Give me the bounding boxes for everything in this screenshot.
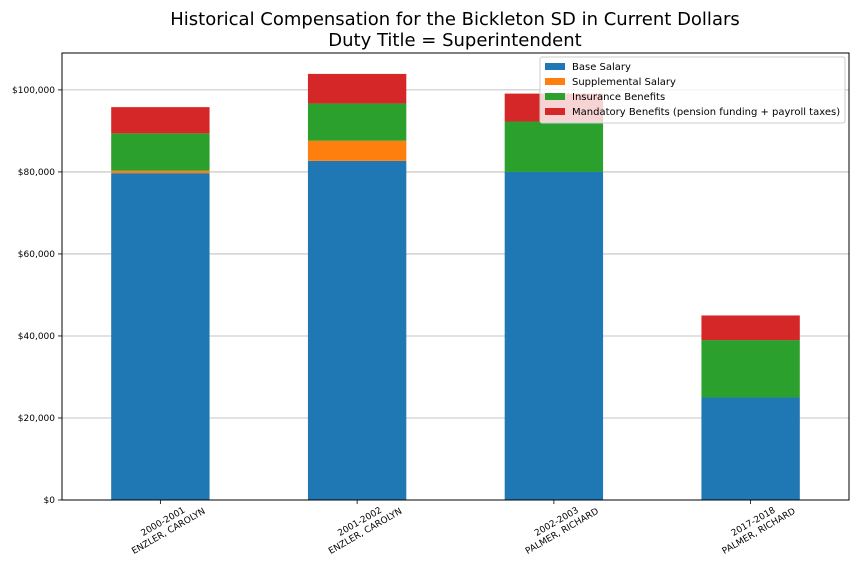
- bar-segment: [504, 171, 604, 500]
- plot-frame: [61, 52, 850, 501]
- bar-segment: [111, 107, 210, 134]
- legend-swatch: [545, 63, 565, 70]
- chart-title: Historical Compensation for the Bickleto…: [170, 9, 740, 30]
- y-tick-label: $100,000: [12, 86, 55, 96]
- bar-segment: [504, 121, 604, 172]
- legend-label: Mandatory Benefits (pension funding + pa…: [572, 107, 840, 118]
- y-axis: $0 $20,000 $40,000 $60,000 $80,000 $100,000: [12, 86, 62, 506]
- legend-swatch: [545, 108, 565, 115]
- bar-segment: [307, 160, 407, 500]
- legend-box: [539, 56, 846, 124]
- legend: Base Salary Supplemental Salary Insurance …: [539, 56, 846, 124]
- y-tick-label: $60,000: [18, 250, 55, 260]
- bar-segment: [111, 170, 210, 174]
- bar-segment: [307, 103, 407, 141]
- legend-label: Insurance Benefits: [572, 92, 665, 103]
- bar-segment: [701, 340, 800, 398]
- bar-segment: [701, 397, 800, 500]
- bar-segment: [111, 173, 210, 501]
- bar-segment: [307, 73, 407, 104]
- y-tick-label: $40,000: [18, 332, 55, 342]
- bar-segment: [111, 133, 210, 171]
- bars: [111, 73, 800, 501]
- legend-swatch: [545, 78, 565, 85]
- legend-label: Base Salary: [572, 62, 631, 73]
- legend-swatch: [545, 93, 565, 100]
- y-tick-label: $80,000: [18, 168, 55, 178]
- chart-subtitle: Duty Title = Superintendent: [328, 30, 581, 51]
- y-tick-label: $20,000: [18, 414, 55, 424]
- bar-segment: [307, 140, 407, 161]
- legend-label: Supplemental Salary: [572, 77, 676, 88]
- y-tick-label: $0: [44, 496, 56, 506]
- bar-segment: [701, 315, 800, 341]
